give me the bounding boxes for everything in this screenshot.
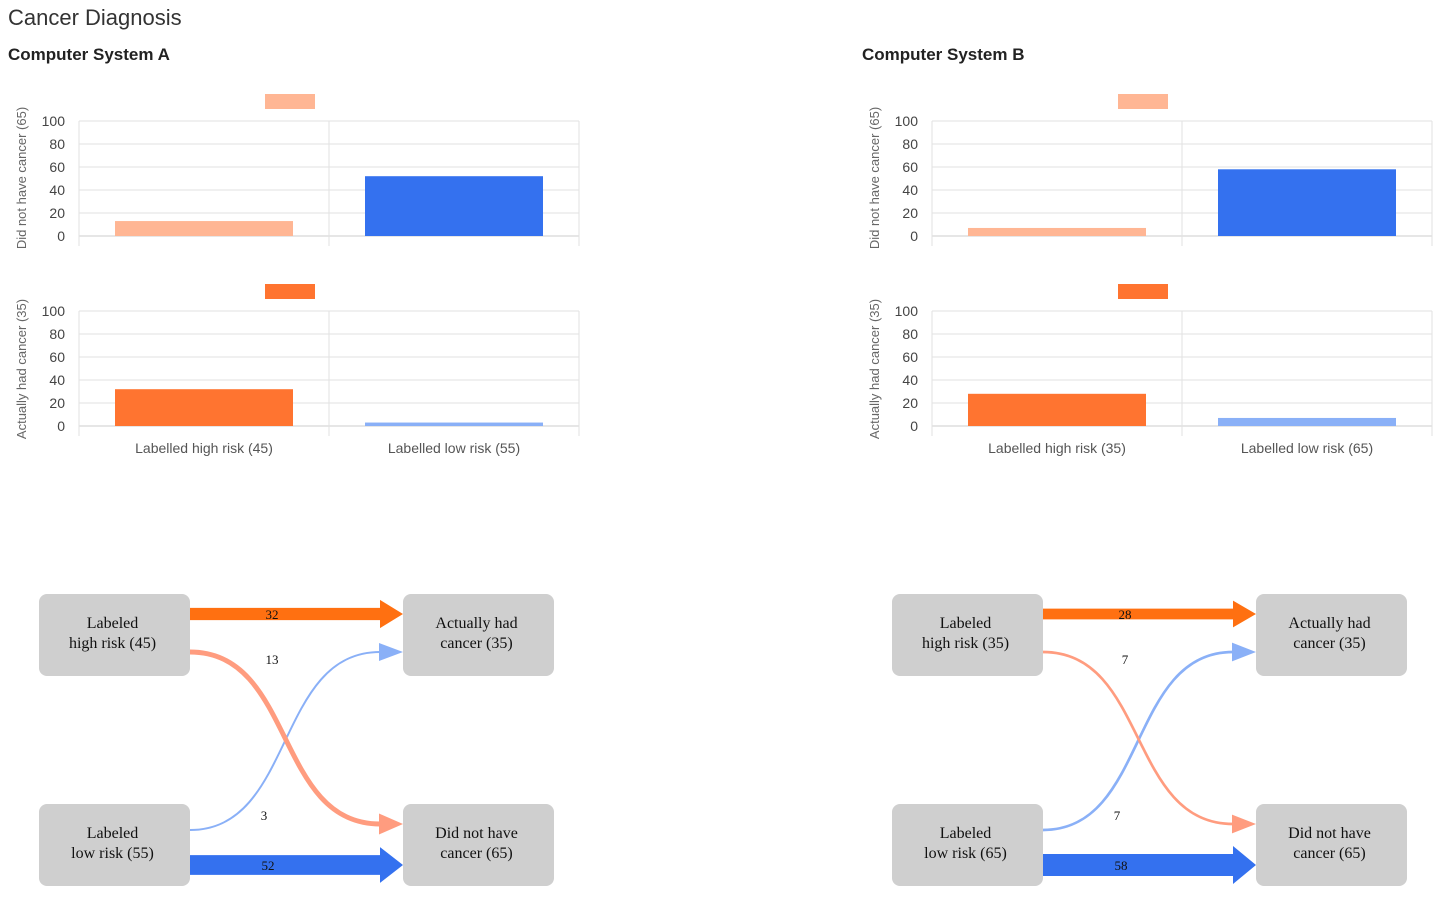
- node-high-risk-label: high risk (45): [69, 635, 156, 652]
- bar: [115, 221, 293, 236]
- y-tick-label: 100: [42, 113, 66, 129]
- node-had-cancer-label: Actually had: [1288, 615, 1370, 632]
- y-tick-label: 80: [49, 326, 65, 342]
- node-no-cancer: [1256, 804, 1407, 886]
- y-tick-label: 60: [49, 349, 65, 365]
- y-axis-label: Actually had cancer (35): [14, 299, 29, 439]
- node-had-cancer: [1256, 594, 1407, 676]
- node-low-risk: [892, 804, 1043, 886]
- node-low-risk-label: Labeled: [940, 825, 992, 842]
- y-tick-label: 80: [902, 136, 918, 152]
- node-high-risk: [39, 594, 190, 676]
- flow-value: 7: [1114, 808, 1121, 823]
- node-had-cancer-label: Actually had: [435, 615, 517, 632]
- sankey-diagram-1: 7 7 28 58 Labeled high risk (35) Labeled low ri…: [892, 594, 1407, 886]
- page-title: Cancer Diagnosis: [8, 5, 182, 30]
- node-low-risk-label: low risk (55): [71, 845, 154, 862]
- bar-chart-3: 0 20 40 60 80 100 Actually had cancer (35) Labe…: [867, 284, 1433, 456]
- node-had-cancer-label: cancer (35): [440, 635, 512, 652]
- y-tick-label: 100: [895, 113, 919, 129]
- legend-swatch: [265, 284, 315, 299]
- flow-high-to-nocancer: [1042, 650, 1234, 826]
- y-tick-label: 40: [902, 372, 918, 388]
- flow-high-to-nocancer-arrowhead: [379, 813, 403, 835]
- flow-value: 32: [266, 607, 279, 622]
- y-tick-label: 0: [910, 418, 918, 434]
- y-tick-label: 40: [49, 182, 65, 198]
- flow-high-to-cancer: [1043, 600, 1256, 628]
- flow-value: 58: [1115, 858, 1128, 873]
- y-tick-label: 60: [49, 159, 65, 175]
- y-tick-label: 0: [57, 418, 65, 434]
- sankey-diagram-0: 3 13 32 52 Labeled high risk (45) Labeled low r…: [39, 594, 554, 886]
- bar-chart-2: 0 20 40 60 80 100 Did not have cancer (65): [867, 94, 1433, 249]
- flow-value: 13: [266, 652, 279, 667]
- node-no-cancer-label: cancer (65): [1293, 845, 1365, 862]
- node-low-risk-label: Labeled: [87, 825, 139, 842]
- node-high-risk-label: Labeled: [87, 615, 139, 632]
- legend-swatch: [1118, 94, 1168, 109]
- y-tick-label: 60: [902, 349, 918, 365]
- flow-value: 52: [262, 858, 275, 873]
- x-tick-label: Labelled low risk (65): [1241, 440, 1373, 456]
- y-axis-label: Did not have cancer (65): [867, 107, 882, 249]
- y-axis-label: Actually had cancer (35): [867, 299, 882, 439]
- y-tick-label: 80: [49, 136, 65, 152]
- flow-high-to-cancer: [190, 599, 403, 629]
- flow-high-to-nocancer: [189, 649, 381, 827]
- flow-high-to-nocancer-arrowhead: [1232, 814, 1256, 834]
- x-tick-label: Labelled high risk (45): [135, 440, 273, 456]
- y-tick-label: 20: [902, 205, 918, 221]
- bar: [365, 422, 543, 426]
- node-low-risk: [39, 804, 190, 886]
- bar: [968, 393, 1146, 426]
- flow-low-to-cancer-arrowhead: [1232, 642, 1256, 662]
- node-high-risk: [892, 594, 1043, 676]
- flow-low-to-cancer-arrowhead: [379, 643, 403, 661]
- flow-value: 3: [261, 808, 268, 823]
- node-no-cancer-label: Did not have: [435, 825, 518, 842]
- system-a-heading: Computer System A: [8, 45, 170, 64]
- y-tick-label: 80: [902, 326, 918, 342]
- bar: [968, 227, 1146, 236]
- y-tick-label: 20: [49, 395, 65, 411]
- legend-swatch: [265, 94, 315, 109]
- flow-low-to-cancer: [1042, 650, 1234, 832]
- node-no-cancer: [403, 804, 554, 886]
- y-tick-label: 100: [895, 303, 919, 319]
- y-tick-label: 0: [910, 228, 918, 244]
- x-tick-label: Labelled high risk (35): [988, 440, 1126, 456]
- y-tick-label: 60: [902, 159, 918, 175]
- node-had-cancer-label: cancer (35): [1293, 635, 1365, 652]
- legend-swatch: [1118, 284, 1168, 299]
- y-tick-label: 20: [49, 205, 65, 221]
- node-no-cancer-label: cancer (65): [440, 845, 512, 862]
- bar-chart-0: 0 20 40 60 80 100 Did not have cancer (65): [14, 94, 580, 249]
- y-tick-label: 100: [42, 303, 66, 319]
- node-high-risk-label: Labeled: [940, 615, 992, 632]
- bar: [365, 176, 543, 236]
- node-had-cancer: [403, 594, 554, 676]
- y-tick-label: 0: [57, 228, 65, 244]
- bar-chart-1: 0 20 40 60 80 100 Actually had cancer (35) Labe…: [14, 284, 580, 456]
- node-low-risk-label: low risk (65): [924, 845, 1007, 862]
- node-no-cancer-label: Did not have: [1288, 825, 1371, 842]
- y-tick-label: 20: [902, 395, 918, 411]
- node-high-risk-label: high risk (35): [922, 635, 1009, 652]
- bar: [1218, 417, 1396, 426]
- y-tick-label: 40: [902, 182, 918, 198]
- y-axis-label: Did not have cancer (65): [14, 107, 29, 249]
- y-tick-label: 40: [49, 372, 65, 388]
- flow-low-to-nocancer: [190, 847, 403, 883]
- bar: [115, 389, 293, 426]
- flow-low-to-nocancer: [1043, 845, 1256, 885]
- flow-value: 7: [1122, 652, 1129, 667]
- bar: [1218, 169, 1396, 236]
- flow-value: 28: [1119, 607, 1132, 622]
- x-tick-label: Labelled low risk (55): [388, 440, 520, 456]
- system-b-heading: Computer System B: [862, 45, 1025, 64]
